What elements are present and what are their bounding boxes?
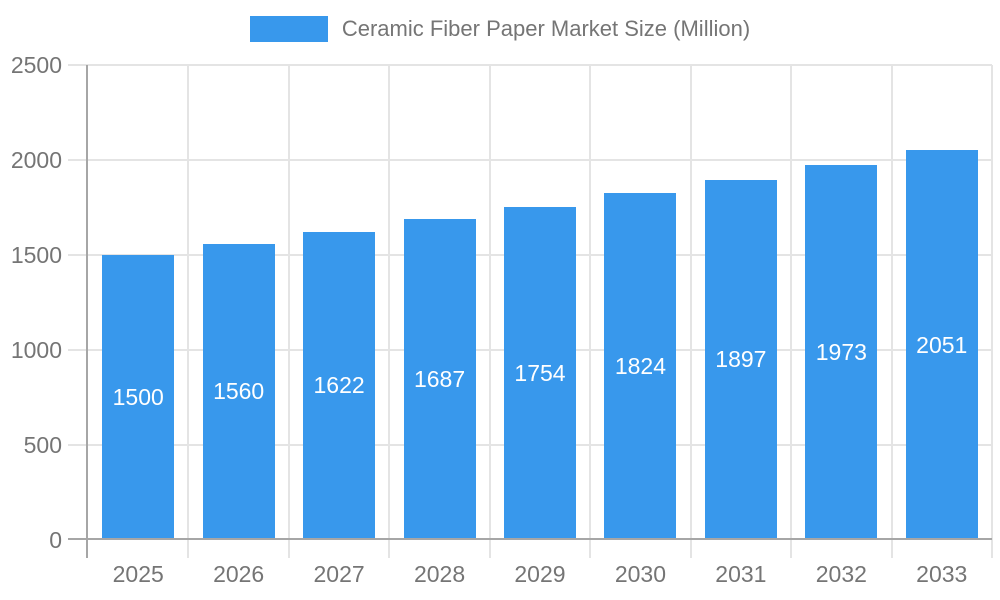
bar-2025: 1500 — [102, 255, 175, 540]
x-axis-line — [68, 538, 992, 540]
bar-value-label-2028: 1687 — [413, 366, 466, 393]
gridline-y-2500 — [68, 64, 992, 66]
gridline-x-8 — [890, 65, 893, 558]
y-tick-label-2500: 2500 — [10, 52, 62, 78]
bar-value-label-2031: 1897 — [715, 346, 767, 373]
y-tick-label-2000: 2000 — [10, 147, 62, 173]
x-tick-label-2032: 2032 — [815, 561, 867, 587]
bar-2027: 1622 — [303, 231, 376, 540]
y-tick-label-500: 500 — [23, 432, 62, 458]
legend-label: Ceramic Fiber Paper Market Size (Million… — [341, 16, 751, 41]
bar-2029: 1754 — [504, 206, 576, 540]
bar-value-label-2029: 1754 — [514, 359, 566, 386]
x-tick-label-2031: 2031 — [715, 561, 767, 587]
x-tick-label-2026: 2026 — [213, 561, 265, 587]
bar-value-label-2026: 1560 — [213, 378, 265, 405]
x-tick-label-2033: 2033 — [916, 561, 968, 587]
bar-value-label-2030: 1824 — [614, 353, 667, 380]
x-tick-label-2030: 2030 — [614, 561, 667, 587]
y-tick-label-1500: 1500 — [10, 242, 62, 268]
x-tick-label-2028: 2028 — [413, 561, 466, 587]
y-axis-labels: 0 500 1000 1500 2000 2500 — [0, 52, 62, 553]
bar-value-label-2025: 1500 — [112, 384, 164, 410]
y-axis-line — [86, 65, 88, 558]
bar-2028: 1687 — [403, 219, 476, 540]
x-tick-label-2029: 2029 — [514, 561, 566, 587]
gridline-x-1 — [187, 65, 190, 558]
gridline-x-3 — [388, 65, 391, 558]
bar-2032: 1973 — [805, 165, 878, 540]
gridline-x-2 — [287, 65, 290, 558]
bar-2030: 1824 — [604, 193, 677, 540]
bar-value-label-2027: 1622 — [313, 372, 365, 399]
x-tick-label-2027: 2027 — [313, 561, 365, 587]
bar-2031: 1897 — [704, 179, 777, 540]
bar-2033: 2051 — [905, 150, 978, 540]
bar-2026: 1560 — [202, 243, 275, 540]
y-tick-label-0: 0 — [49, 527, 62, 553]
gridline-x-9 — [991, 65, 993, 558]
legend-swatch — [249, 16, 328, 42]
gridline-x-4 — [488, 65, 491, 558]
legend: Ceramic Fiber Paper Market Size (Million… — [0, 15, 1000, 43]
bar-value-label-2033: 2051 — [916, 331, 968, 358]
plot-area: 1500 1560 1622 1687 1754 1824 1897 1973 2051 — [68, 64, 993, 558]
gridline-x-6 — [689, 65, 692, 558]
gridline-x-7 — [790, 65, 793, 558]
gridline-y-2000 — [68, 159, 992, 161]
y-tick-label-1000: 1000 — [10, 337, 62, 363]
x-tick-label-2025: 2025 — [112, 561, 164, 587]
gridline-x-5 — [589, 65, 592, 558]
x-axis-labels: 2025 2026 2027 2028 2029 2030 2031 2032 2033 — [88, 556, 992, 592]
bar-value-label-2032: 1973 — [815, 339, 867, 366]
